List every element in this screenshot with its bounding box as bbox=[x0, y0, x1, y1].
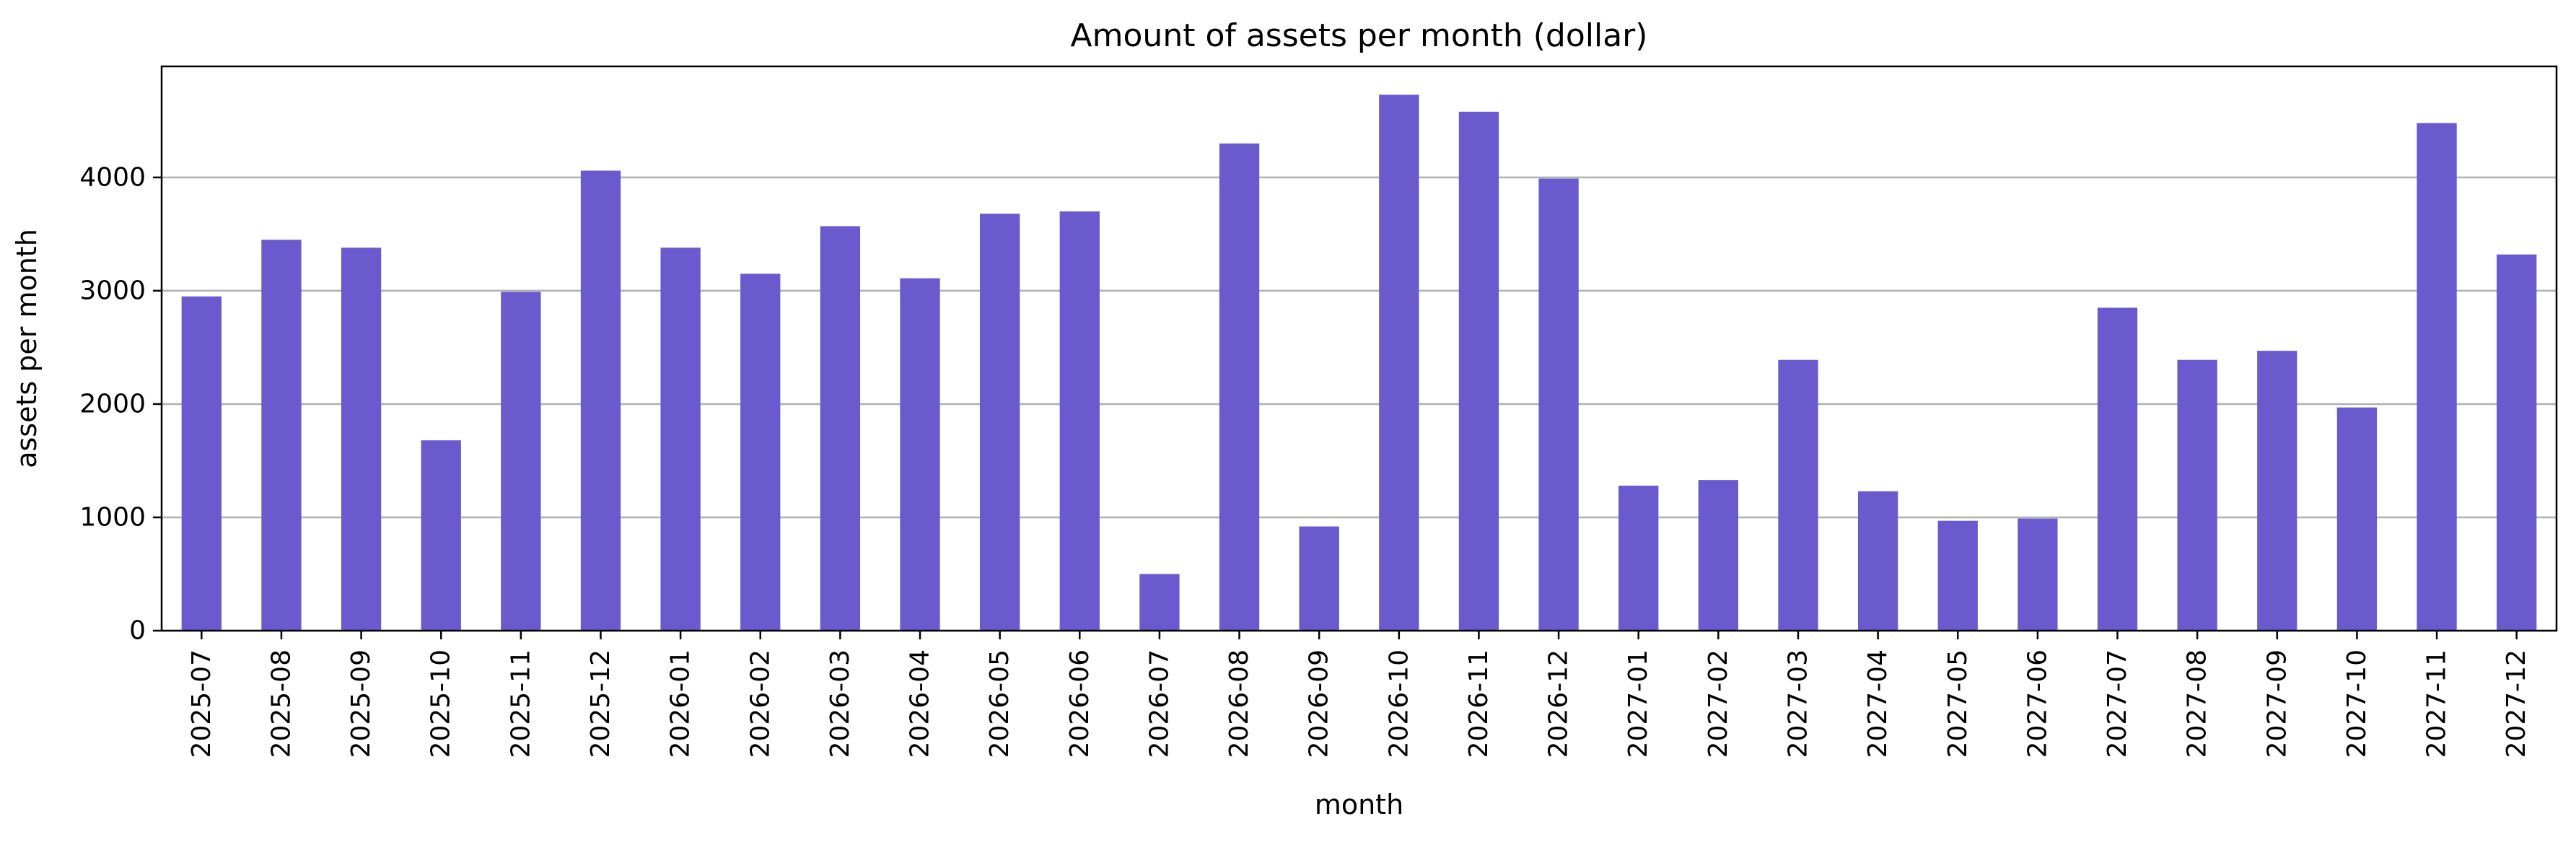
bar-2027-02 bbox=[1698, 480, 1739, 631]
x-tick-label: 2027-08 bbox=[2183, 649, 2212, 758]
ticks: 0 1000 2000 3000 4000 2025-07 2025-08 2025-09 20… bbox=[79, 162, 2531, 758]
bar-2026-06 bbox=[1059, 211, 1100, 631]
y-tick-label: 0 bbox=[129, 616, 146, 646]
bar-2026-07 bbox=[1139, 574, 1180, 631]
bar-2027-09 bbox=[2257, 351, 2297, 631]
x-tick-label: 2026-08 bbox=[1225, 649, 1254, 758]
x-tick-label: 2027-10 bbox=[2342, 649, 2372, 758]
bar-2027-04 bbox=[1857, 491, 1898, 631]
bar-2025-08 bbox=[261, 240, 302, 631]
x-tick-label: 2025-12 bbox=[586, 649, 615, 758]
bar-2026-02 bbox=[740, 273, 781, 631]
x-tick-label: 2025-11 bbox=[506, 649, 535, 758]
x-tick-label: 2026-06 bbox=[1065, 649, 1095, 758]
bar-2026-08 bbox=[1219, 143, 1260, 631]
x-tick-label: 2027-09 bbox=[2262, 649, 2292, 758]
bar-2026-03 bbox=[820, 226, 861, 631]
x-tick-label: 2026-02 bbox=[745, 649, 775, 758]
bar-2027-05 bbox=[1937, 520, 1978, 631]
bar-2025-09 bbox=[341, 248, 382, 631]
bar-2026-05 bbox=[979, 214, 1020, 631]
bar-2025-10 bbox=[421, 440, 461, 631]
bar-2025-07 bbox=[181, 296, 222, 631]
bar-2027-10 bbox=[2336, 407, 2378, 631]
bar-2027-06 bbox=[2018, 518, 2058, 631]
x-tick-label: 2027-01 bbox=[1624, 649, 1653, 758]
bar-2026-10 bbox=[1379, 95, 1419, 631]
x-tick-label: 2025-10 bbox=[426, 649, 456, 758]
bar-2026-09 bbox=[1299, 526, 1339, 631]
x-tick-label: 2026-04 bbox=[906, 649, 935, 758]
y-tick-label: 1000 bbox=[79, 502, 146, 532]
x-tick-label: 2027-05 bbox=[1943, 649, 1973, 758]
x-tick-label: 2026-10 bbox=[1384, 649, 1414, 758]
y-axis-label: assets per month bbox=[11, 229, 43, 468]
x-tick-label: 2027-07 bbox=[2103, 649, 2132, 758]
bars bbox=[181, 95, 2537, 631]
bar-2026-12 bbox=[1538, 178, 1579, 631]
y-tick-label: 4000 bbox=[79, 162, 146, 192]
bar-2026-01 bbox=[660, 248, 701, 631]
y-tick-label: 2000 bbox=[79, 389, 146, 419]
plot-frame bbox=[160, 65, 2558, 632]
x-tick-label: 2027-06 bbox=[2023, 649, 2052, 758]
x-tick-label: 2027-03 bbox=[1783, 649, 1813, 758]
x-tick-label: 2027-12 bbox=[2502, 649, 2531, 758]
x-tick-label: 2025-07 bbox=[187, 649, 216, 758]
x-axis-label: month bbox=[1315, 789, 1403, 820]
x-tick-label: 2027-11 bbox=[2422, 649, 2452, 758]
bar-2027-03 bbox=[1778, 359, 1818, 631]
x-tick-label: 2026-03 bbox=[825, 649, 855, 758]
x-tick-label: 2026-01 bbox=[666, 649, 696, 758]
x-tick-label: 2026-11 bbox=[1464, 649, 1494, 758]
y-tick-label: 3000 bbox=[79, 276, 146, 305]
bar-2025-11 bbox=[501, 292, 541, 631]
x-tick-label: 2027-04 bbox=[1863, 649, 1893, 758]
bar-2026-11 bbox=[1458, 111, 1499, 631]
bar-2027-08 bbox=[2177, 359, 2217, 631]
bar-2027-07 bbox=[2097, 307, 2138, 631]
x-tick-label: 2026-07 bbox=[1144, 649, 1174, 758]
x-tick-label: 2025-08 bbox=[266, 649, 296, 758]
x-tick-label: 2026-12 bbox=[1544, 649, 1574, 758]
bar-2027-12 bbox=[2497, 254, 2537, 631]
x-tick-label: 2026-05 bbox=[985, 649, 1015, 758]
bar-2027-01 bbox=[1618, 486, 1659, 631]
chart-title: Amount of assets per month (dollar) bbox=[1071, 17, 1648, 54]
x-tick-label: 2027-02 bbox=[1704, 649, 1733, 758]
bar-2027-11 bbox=[2417, 123, 2457, 631]
x-tick-label: 2025-09 bbox=[346, 649, 376, 758]
bar-2026-04 bbox=[900, 278, 940, 631]
bar-2025-12 bbox=[580, 170, 621, 631]
x-tick-label: 2026-09 bbox=[1305, 649, 1334, 758]
